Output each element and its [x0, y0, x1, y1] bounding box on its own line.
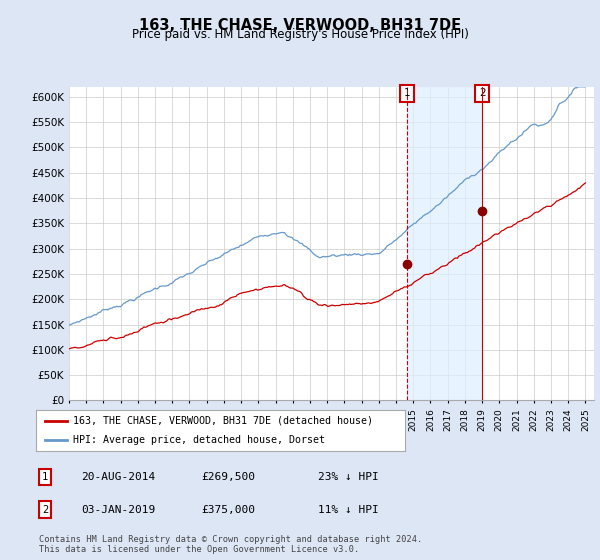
Text: 2: 2: [479, 88, 485, 99]
Text: Contains HM Land Registry data © Crown copyright and database right 2024.
This d: Contains HM Land Registry data © Crown c…: [39, 535, 422, 554]
Text: £375,000: £375,000: [201, 505, 255, 515]
Text: 163, THE CHASE, VERWOOD, BH31 7DE (detached house): 163, THE CHASE, VERWOOD, BH31 7DE (detac…: [73, 416, 373, 426]
Text: 1: 1: [404, 88, 410, 99]
Text: £269,500: £269,500: [201, 472, 255, 482]
Text: 23% ↓ HPI: 23% ↓ HPI: [318, 472, 379, 482]
Bar: [407, 87, 482, 400]
Text: 11% ↓ HPI: 11% ↓ HPI: [318, 505, 379, 515]
Text: 2: 2: [42, 505, 48, 515]
Text: 163, THE CHASE, VERWOOD, BH31 7DE: 163, THE CHASE, VERWOOD, BH31 7DE: [139, 18, 461, 33]
Text: 1: 1: [42, 472, 48, 482]
Text: 20-AUG-2014: 20-AUG-2014: [81, 472, 155, 482]
Text: 03-JAN-2019: 03-JAN-2019: [81, 505, 155, 515]
Text: HPI: Average price, detached house, Dorset: HPI: Average price, detached house, Dors…: [73, 435, 325, 445]
Text: Price paid vs. HM Land Registry's House Price Index (HPI): Price paid vs. HM Land Registry's House …: [131, 28, 469, 41]
